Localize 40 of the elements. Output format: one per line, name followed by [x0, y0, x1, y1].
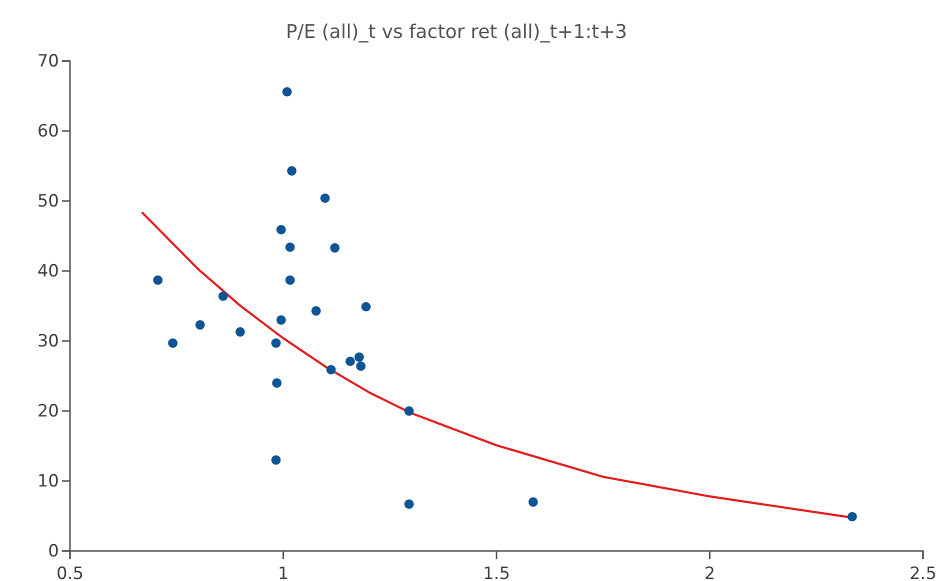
- y-tick-label: 30: [37, 331, 59, 352]
- x-tick-label: 1.5: [482, 564, 510, 581]
- x-tick-label: 2.5: [909, 564, 937, 581]
- point: [320, 193, 330, 203]
- point: [195, 320, 205, 330]
- point: [528, 497, 538, 507]
- point: [847, 512, 857, 522]
- point: [354, 352, 364, 362]
- point: [361, 302, 371, 312]
- y-tick-label: 0: [48, 541, 59, 562]
- point: [404, 406, 414, 416]
- point: [153, 275, 163, 285]
- point: [276, 315, 286, 325]
- y-tick-label: 70: [37, 51, 59, 72]
- point: [168, 338, 178, 348]
- point: [282, 87, 292, 97]
- point: [218, 291, 228, 301]
- point: [404, 499, 414, 509]
- point: [311, 306, 321, 316]
- point: [356, 361, 366, 371]
- x-tick-label: 1: [278, 564, 289, 581]
- point: [271, 455, 281, 465]
- y-tick-label: 40: [37, 261, 59, 282]
- y-tick-label: 50: [37, 191, 59, 212]
- point: [345, 356, 355, 366]
- point: [272, 378, 282, 388]
- point: [271, 338, 281, 348]
- chart-title: P/E (all)_t vs factor ret (all)_t+1:t+3: [286, 21, 628, 43]
- y-tick-label: 10: [37, 471, 59, 492]
- x-tick-label: 0.5: [56, 564, 84, 581]
- point: [276, 224, 286, 234]
- point: [287, 166, 296, 176]
- y-tick-label: 60: [37, 121, 59, 142]
- point: [330, 243, 340, 253]
- x-tick-label: 2: [704, 564, 716, 581]
- point: [285, 275, 295, 285]
- point: [326, 364, 336, 374]
- point: [235, 327, 245, 337]
- y-tick-label: 20: [37, 401, 59, 422]
- point: [285, 242, 295, 252]
